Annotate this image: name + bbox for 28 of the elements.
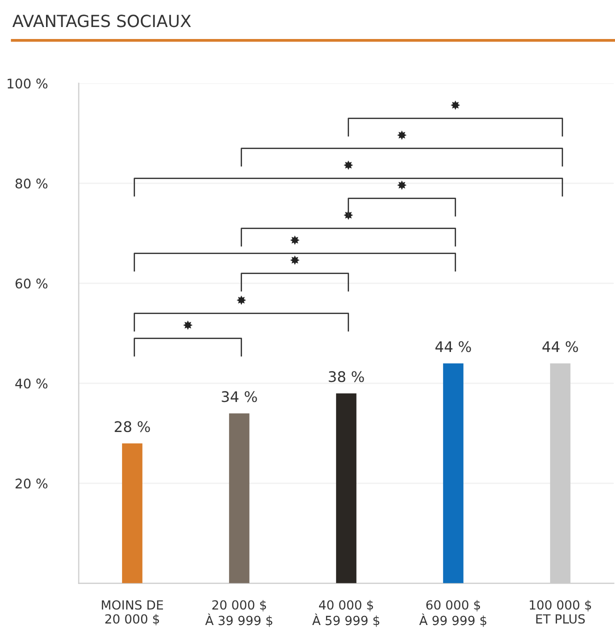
y-tick-label: 40 % [15,378,48,389]
annotation: ✸ [290,255,300,265]
bar [443,363,464,584]
x-tick-label: 100 000 $ ET PLUS [530,600,592,624]
data-label: 38 % [328,371,364,382]
data-label: 28 % [114,421,150,432]
annotation: ✸ [183,320,193,330]
y-tick-label: 100 % [8,78,48,89]
x-tick-label: 20 000 $ À 39 999 $ [205,600,272,627]
bar [122,443,142,584]
data-label: 44 % [542,341,578,352]
x-tick-label: MOINS DE 20 000 $ [102,600,163,626]
annotation: ✸ [450,100,460,110]
annotation: ✸ [236,295,246,305]
annotation: ✸ [397,180,407,190]
data-label: 44 % [435,341,471,352]
annotation: ✸ [344,160,354,170]
y-tick-label: 20 % [16,478,48,489]
bar [229,413,250,584]
x-tick-label: 60 000 $ À 99 999 $ [419,600,486,627]
x-tick-label: 40 000 $ À 59 999 $ [312,600,380,627]
annotation: ✸ [290,235,300,245]
bar [336,393,356,584]
y-tick-label: 60 % [16,278,48,289]
annotation: ✸ [397,130,407,140]
data-label: 34 % [222,391,257,402]
y-tick-label: 80 % [16,178,48,189]
chart-title: AVANTAGES SOCIAUX [12,14,191,28]
